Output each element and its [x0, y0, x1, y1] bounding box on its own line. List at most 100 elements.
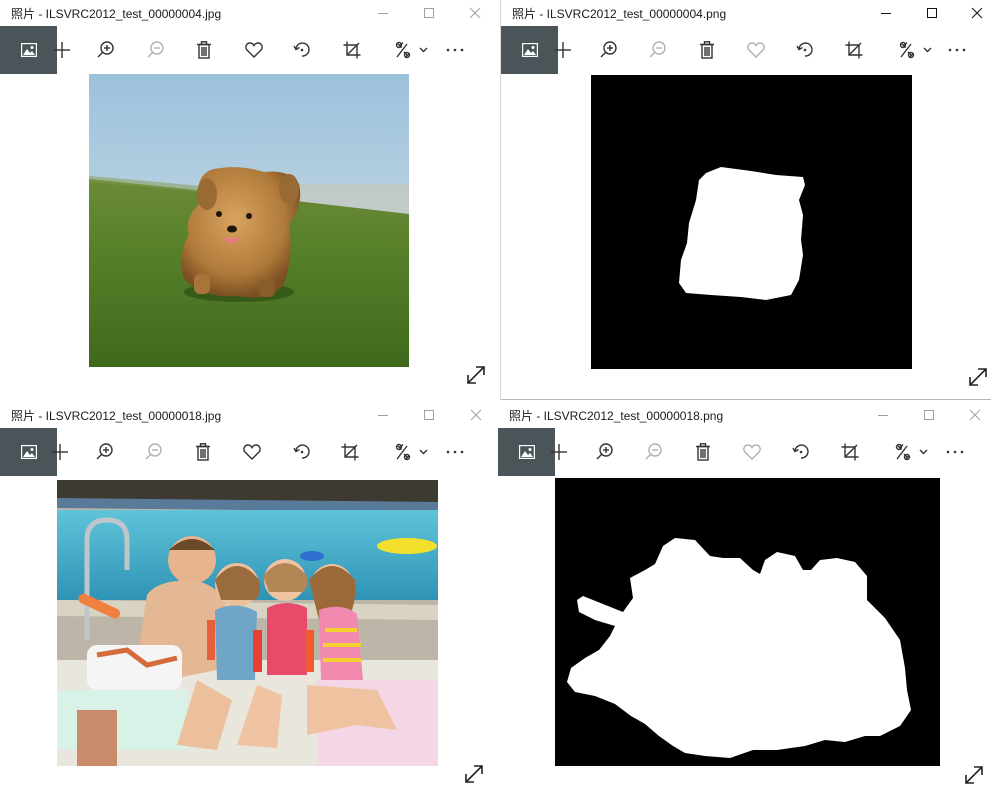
mask-image	[555, 478, 940, 766]
close-icon	[470, 409, 482, 421]
window-title: 照片 - ILSVRC2012_test_00000018.jpg	[11, 409, 222, 423]
maximize-icon	[424, 8, 434, 18]
expand-icon	[467, 366, 485, 384]
zoom-in-button[interactable]	[85, 428, 125, 476]
favorite-button[interactable]	[232, 428, 272, 476]
minimize-button[interactable]	[863, 0, 909, 26]
full-screen-button[interactable]	[465, 364, 487, 386]
more-options-button[interactable]	[937, 26, 977, 74]
rotate-button[interactable]	[785, 26, 825, 74]
title-bar[interactable]: 照片 - ILSVRC2012_test_00000018.png	[498, 402, 991, 428]
edit-enhance-icon	[395, 41, 428, 59]
close-button[interactable]	[452, 0, 498, 26]
close-button[interactable]	[453, 402, 498, 428]
minimize-button[interactable]	[360, 402, 406, 428]
more-options-button[interactable]	[435, 428, 475, 476]
crop-icon	[841, 443, 859, 461]
favorite-button[interactable]	[736, 26, 776, 74]
minimize-button[interactable]	[860, 402, 906, 428]
close-icon	[971, 7, 983, 19]
delete-button[interactable]	[184, 26, 224, 74]
photo-image	[89, 74, 409, 367]
zoom-in-button[interactable]	[585, 428, 625, 476]
rotate-button[interactable]	[781, 428, 821, 476]
maximize-button[interactable]	[909, 0, 955, 26]
favorite-icon	[747, 42, 765, 58]
rotate-button[interactable]	[282, 26, 322, 74]
title-bar[interactable]: 照片 - ILSVRC2012_test_00000004.jpg	[0, 0, 498, 26]
more-icon	[446, 48, 464, 52]
zoom-in-button[interactable]	[589, 26, 629, 74]
photo-collection-icon	[518, 445, 535, 459]
photo-collection-icon	[521, 43, 538, 57]
title-bar[interactable]: 照片 - ILSVRC2012_test_00000004.png	[501, 0, 991, 26]
expand-icon	[465, 765, 483, 783]
photo-collection-icon	[20, 43, 37, 57]
delete-icon	[196, 443, 210, 461]
crop-icon	[343, 41, 361, 59]
window-title: 照片 - ILSVRC2012_test_00000018.png	[509, 409, 724, 423]
photo-collection-button[interactable]	[0, 428, 57, 476]
edit-enhance-button[interactable]	[891, 26, 941, 74]
add-button[interactable]	[543, 26, 583, 74]
rotate-icon	[293, 444, 310, 459]
photo-collection-button[interactable]	[501, 26, 558, 74]
photo-collection-button[interactable]	[0, 26, 57, 74]
add-icon	[54, 42, 70, 58]
more-options-button[interactable]	[435, 26, 475, 74]
crop-button[interactable]	[834, 26, 874, 74]
zoom-out-button[interactable]	[134, 428, 174, 476]
more-options-button[interactable]	[935, 428, 975, 476]
close-icon	[469, 7, 481, 19]
minimize-icon	[378, 415, 388, 416]
rotate-icon	[293, 42, 310, 57]
more-icon	[446, 450, 464, 454]
zoom-in-icon	[97, 41, 114, 58]
zoom-out-button[interactable]	[638, 26, 678, 74]
maximize-button[interactable]	[406, 402, 452, 428]
maximize-icon	[927, 8, 937, 18]
rotate-button[interactable]	[282, 428, 322, 476]
crop-icon	[845, 41, 863, 59]
photos-window-3: 照片 - ILSVRC2012_test_00000018.jpg	[0, 402, 498, 794]
delete-button[interactable]	[683, 428, 723, 476]
photos-window-1: 照片 - ILSVRC2012_test_00000004.jpg	[0, 0, 498, 396]
full-screen-button[interactable]	[463, 763, 485, 785]
favorite-button[interactable]	[234, 26, 274, 74]
close-button[interactable]	[952, 402, 991, 428]
photo-collection-button[interactable]	[498, 428, 555, 476]
zoom-out-button[interactable]	[136, 26, 176, 74]
favorite-icon	[245, 42, 263, 58]
edit-enhance-button[interactable]	[887, 428, 937, 476]
minimize-button[interactable]	[360, 0, 406, 26]
edit-enhance-icon	[899, 41, 932, 59]
maximize-button[interactable]	[406, 0, 452, 26]
zoom-out-icon	[147, 41, 164, 58]
mask-image	[591, 75, 912, 369]
crop-button[interactable]	[330, 428, 370, 476]
favorite-button[interactable]	[732, 428, 772, 476]
minimize-icon	[881, 13, 891, 14]
full-screen-button[interactable]	[967, 366, 989, 388]
delete-button[interactable]	[183, 428, 223, 476]
edit-enhance-icon	[895, 443, 928, 461]
toolbar	[0, 428, 498, 476]
toolbar	[501, 26, 991, 74]
zoom-out-icon	[649, 41, 666, 58]
zoom-in-button[interactable]	[86, 26, 126, 74]
delete-icon	[197, 41, 211, 59]
title-bar[interactable]: 照片 - ILSVRC2012_test_00000018.jpg	[0, 402, 498, 428]
expand-icon	[965, 766, 983, 784]
maximize-button[interactable]	[906, 402, 952, 428]
edit-enhance-button[interactable]	[387, 428, 437, 476]
crop-button[interactable]	[332, 26, 372, 74]
zoom-out-button[interactable]	[634, 428, 674, 476]
close-button[interactable]	[954, 0, 991, 26]
full-screen-button[interactable]	[963, 764, 985, 786]
add-button[interactable]	[40, 428, 80, 476]
add-button[interactable]	[42, 26, 82, 74]
edit-enhance-button[interactable]	[387, 26, 437, 74]
crop-button[interactable]	[830, 428, 870, 476]
delete-button[interactable]	[687, 26, 727, 74]
add-button[interactable]	[539, 428, 579, 476]
